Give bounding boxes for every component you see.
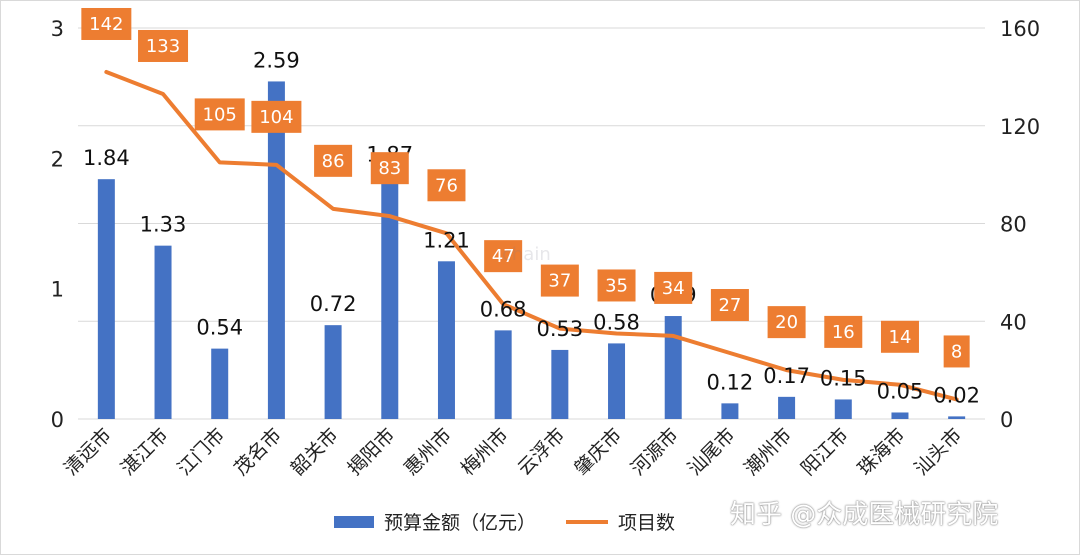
x-category-label: 汕头市 [910,424,966,480]
line-data-label-box [597,269,636,302]
y-right-tick-label: 80 [1000,213,1027,237]
bar [551,349,569,419]
bar-data-label: 1.21 [423,228,470,252]
y-right-tick-label: 160 [1000,17,1040,41]
x-category-label: 河源市 [627,424,683,480]
x-category-label: 汕尾市 [684,424,740,480]
bar-data-label: 1.84 [83,146,130,170]
x-category-label: 潮州市 [740,424,796,480]
bar-data-label: 1.33 [140,213,187,237]
x-category-label: 珠海市 [854,424,910,480]
line-data-label-box [654,271,693,304]
bar-data-label: 0.72 [310,292,357,316]
bar [948,416,966,419]
line-data-label: 142 [89,14,123,35]
line-data-label-box [484,240,523,273]
bar [608,343,626,419]
bar [97,179,115,419]
y-left-tick-label: 0 [51,408,64,432]
bar-data-label: 0.17 [763,364,810,388]
x-category-label: 江门市 [173,424,229,480]
legend-label-line: 项目数 [618,512,675,534]
bar [324,325,342,419]
line-data-label-box [138,29,189,62]
x-category-label: 阳江市 [797,424,853,480]
line-data-label: 16 [832,322,855,343]
legend-swatch-bar [334,516,374,528]
zhihu-watermark: 知乎 @众成医械研究院 [730,500,999,530]
line-data-label: 76 [435,175,458,196]
line-data-label-box [943,335,970,368]
line-data-label-box [767,306,806,339]
x-category-label: 湛江市 [117,424,173,480]
bar-data-label: 0.53 [536,317,583,341]
line-data-label: 20 [775,312,798,333]
line-data-label-box [710,289,749,322]
bar [891,412,909,419]
bar-data-label: 0.68 [480,297,527,321]
y-left-tick-label: 3 [51,17,64,41]
y-right-tick-label: 40 [1000,310,1027,334]
bar [721,403,739,419]
line-data-label: 27 [718,295,741,316]
line-data-label-box [314,144,353,177]
line-data-label: 14 [889,327,912,348]
x-category-label: 茂名市 [230,424,286,480]
line-data-label: 37 [548,271,571,292]
line-data-label-box [427,169,466,202]
line-data-label-box [880,320,919,353]
line-data-label-box [194,98,245,131]
line-data-label-box [540,264,579,297]
bar [437,261,455,419]
line-data-label: 35 [605,275,628,296]
bar-data-label: 0.02 [933,383,980,407]
bar-data-label: 0.15 [820,366,867,390]
x-category-label: 韶关市 [287,424,343,480]
faint-watermark: chain [502,244,551,265]
line-data-label: 83 [378,158,401,179]
legend-label-bar: 预算金额（亿元） [384,512,536,534]
line-data-label: 8 [951,341,962,362]
bar [778,396,796,419]
line-data-label-box [824,315,863,348]
line-data-label-box [370,152,409,185]
line-series [104,69,959,402]
x-category-label: 惠州市 [400,424,456,480]
y-right-tick-label: 0 [1000,408,1013,432]
bar [211,348,229,419]
bar-data-label: 0.05 [877,379,924,403]
line-data-label: 47 [492,246,515,267]
x-category-label: 清远市 [60,424,116,480]
x-category-label: 梅州市 [457,424,513,480]
x-category-label: 肇庆市 [570,424,626,480]
line-data-label: 86 [322,151,345,172]
line-data-label: 34 [662,278,685,299]
x-category-label: 揭阳市 [343,424,399,480]
line-data-label-box [251,100,302,133]
bar [494,330,512,419]
bar [834,399,852,419]
bar [154,245,172,419]
line-data-label-box [81,7,132,40]
bar-data-label: 2.59 [253,48,300,72]
line-data-label: 104 [259,107,293,128]
bar-data-label: 0.58 [593,310,640,334]
y-left-tick-label: 2 [51,147,64,171]
line-data-label: 133 [146,36,180,57]
line-data-label: 105 [203,104,237,125]
y-right-tick-label: 120 [1000,115,1040,139]
y-left-tick-label: 1 [51,278,64,302]
bar-data-label: 0.54 [196,316,243,340]
bar [664,316,682,419]
x-category-label: 云浮市 [514,424,570,480]
bar [381,175,399,419]
bar-data-label: 0.12 [707,370,754,394]
